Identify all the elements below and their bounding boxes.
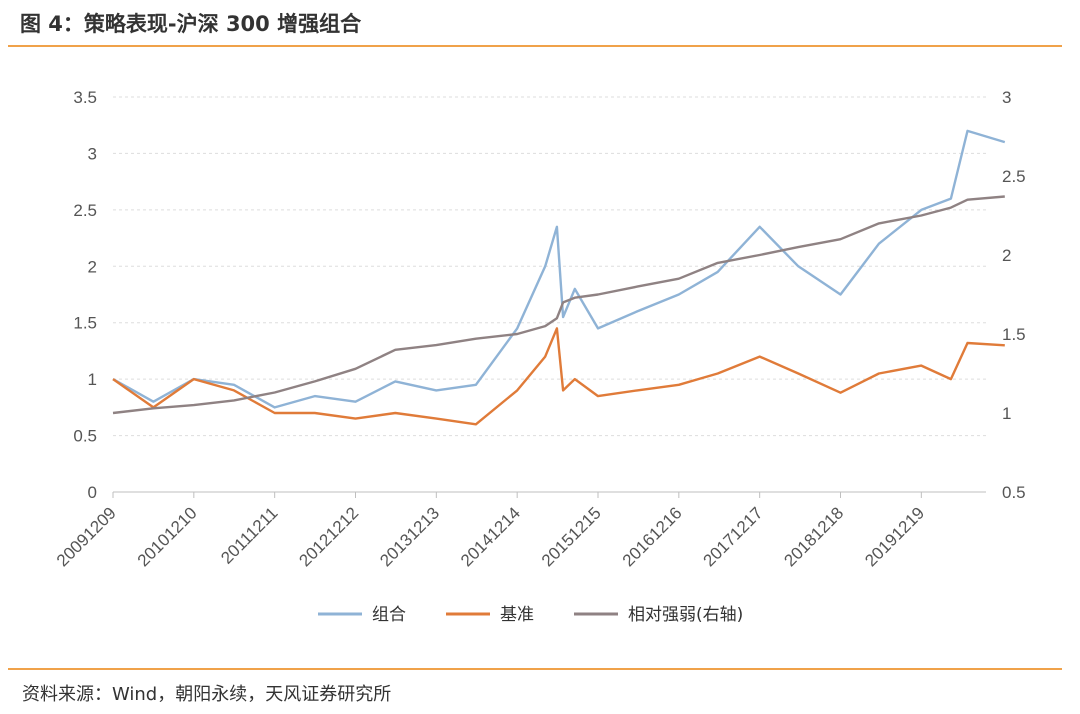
left-tick-label: 3 <box>88 144 97 163</box>
x-tick-label: 20101210 <box>134 503 201 570</box>
x-tick-label: 20111211 <box>217 503 281 567</box>
x-tick-label: 20171217 <box>700 503 767 570</box>
x-tick-label: 20121212 <box>295 503 362 570</box>
x-tick-label: 20131213 <box>376 503 443 570</box>
right-tick-label: 0.5 <box>1002 483 1026 502</box>
series-lines <box>112 129 1006 426</box>
legend-label: 组合 <box>372 605 406 625</box>
x-tick-label: 20141214 <box>457 503 524 570</box>
x-tick-label: 20161216 <box>619 503 686 570</box>
right-tick-label: 1 <box>1002 404 1011 423</box>
left-tick-label: 2.5 <box>73 201 97 220</box>
right-tick-label: 3 <box>1002 88 1011 107</box>
left-axis-ticks: 0 0.5 1 1.5 2 2.5 3 3.5 <box>73 88 97 502</box>
right-tick-label: 1.5 <box>1002 325 1026 344</box>
left-tick-label: 2 <box>88 257 97 276</box>
series-line-1 <box>112 327 1005 426</box>
source-note: 资料来源：Wind，朝阳永续，天风证券研究所 <box>22 684 392 705</box>
x-axis-ticks: 20091209 20101210 20111211 20121212 20131213… <box>53 503 928 570</box>
left-tick-label: 3.5 <box>73 88 97 107</box>
footer-divider <box>8 668 1062 670</box>
left-tick-label: 0 <box>88 483 97 502</box>
title-divider <box>8 45 1062 47</box>
series-line-2 <box>112 195 1005 415</box>
x-tick-label: 20151215 <box>538 503 605 570</box>
right-axis-ticks: 0.5 1 1.5 2 2.5 3 <box>1002 88 1026 502</box>
page-title: 图 4：策略表现-沪深 300 增强组合 <box>20 12 362 36</box>
x-tick-label: 20181218 <box>780 503 847 570</box>
legend: 组合 基准 相对强弱(右轴) <box>318 605 743 625</box>
right-tick-label: 2.5 <box>1002 167 1026 186</box>
legend-label: 相对强弱(右轴) <box>628 605 743 625</box>
left-tick-label: 1.5 <box>73 314 97 333</box>
right-tick-label: 2 <box>1002 246 1011 265</box>
x-tick-label: 20091209 <box>53 503 120 570</box>
x-tick-label: 20191219 <box>861 503 928 570</box>
axes <box>112 491 986 498</box>
series-line-0 <box>112 129 1006 409</box>
grid-lines <box>113 96 986 437</box>
legend-label: 基准 <box>500 605 534 625</box>
left-tick-label: 0.5 <box>73 427 97 446</box>
left-tick-label: 1 <box>88 370 97 389</box>
